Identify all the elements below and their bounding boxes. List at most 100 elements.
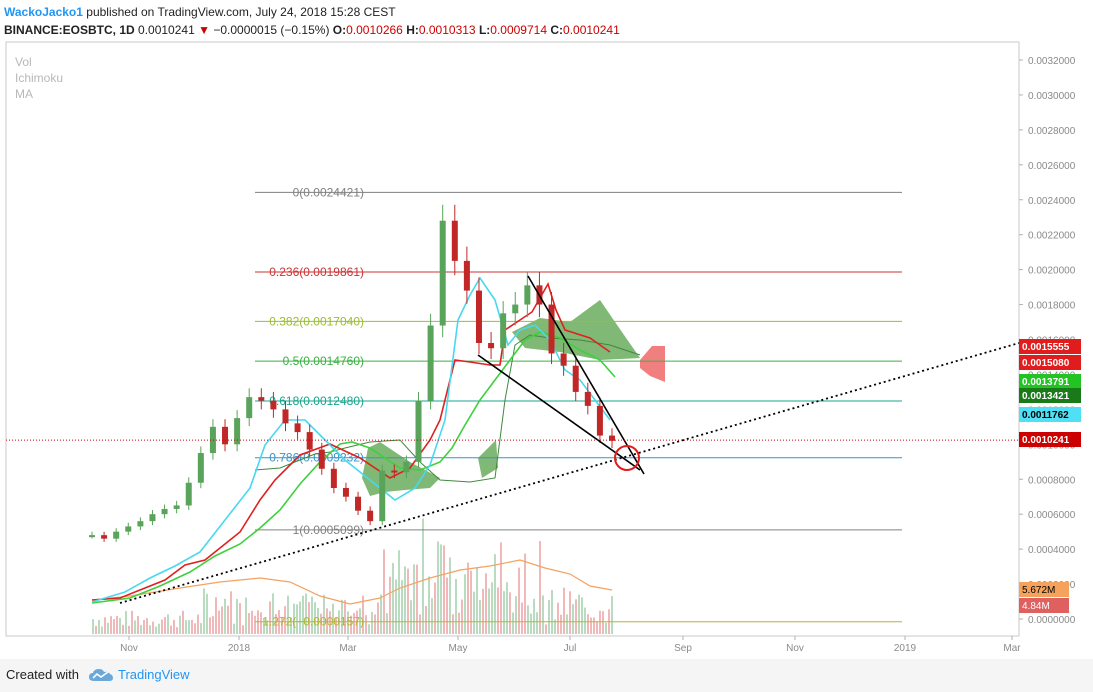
candle-body xyxy=(149,514,156,522)
high-value: 0.0010313 xyxy=(418,23,476,37)
volume-bar xyxy=(131,610,133,634)
trend-drawings[interactable] xyxy=(6,275,1020,604)
tradingview-brand-link[interactable]: TradingView xyxy=(118,667,190,682)
volume-bar xyxy=(302,595,304,634)
publisher-link[interactable]: WackoJacko1 xyxy=(4,5,83,19)
volume-bar xyxy=(215,597,217,634)
moving-average-line xyxy=(91,331,616,604)
indicator-label-0[interactable]: Vol xyxy=(15,55,32,69)
volume-bar xyxy=(518,567,520,634)
volume-bar xyxy=(149,625,151,634)
volume-bar xyxy=(365,615,367,634)
volume-bar xyxy=(401,580,403,634)
candle-body xyxy=(463,260,470,291)
volume-bar xyxy=(533,598,535,634)
candle-body xyxy=(415,400,422,462)
volume-bar xyxy=(194,623,196,634)
candle-body xyxy=(524,285,531,305)
volume-bar xyxy=(269,601,271,634)
y-tick-label: 0.0024000 xyxy=(1028,196,1076,207)
volume-badge xyxy=(1019,582,1069,597)
volume-bar xyxy=(104,617,106,634)
y-tick-label: 0.0032000 xyxy=(1028,56,1076,67)
volume-bar xyxy=(473,591,475,634)
x-tick-label: 2018 xyxy=(228,643,251,654)
indicator-label-2[interactable]: MA xyxy=(15,87,33,101)
volume-bar xyxy=(434,582,436,634)
candle-body xyxy=(342,487,349,497)
cloud-bearish xyxy=(640,346,665,382)
indicator-label-1[interactable]: Ichimoku xyxy=(15,71,63,85)
volume-bar xyxy=(284,606,286,634)
volume-bar xyxy=(500,542,502,634)
volume-bar xyxy=(584,607,586,634)
wedge-upper-line[interactable] xyxy=(527,275,645,475)
volume-bar xyxy=(305,593,307,634)
fib-level-label: 0.618(0.0012480) xyxy=(269,394,364,408)
volume-bar xyxy=(317,607,319,634)
candle-body xyxy=(512,304,519,314)
volume-bar xyxy=(119,617,121,634)
candle-body xyxy=(609,435,615,441)
fibonacci-retracement[interactable]: 0(0.0024421) 0.236(0.0019861) 0.382(0.0017… xyxy=(255,185,902,629)
volume-bar xyxy=(404,566,406,634)
volume-bar xyxy=(380,594,382,634)
candle-body xyxy=(89,535,95,538)
volume-bar xyxy=(173,619,175,634)
down-triangle-icon: ▼ xyxy=(198,23,210,37)
candle-body xyxy=(475,290,482,343)
volume-bar xyxy=(470,570,472,634)
volume-bar xyxy=(341,599,343,634)
volume-bar xyxy=(578,594,580,634)
volume-bar xyxy=(128,625,130,634)
candle-body xyxy=(173,505,180,509)
candle-body xyxy=(355,496,362,511)
volume-bar xyxy=(413,564,415,634)
price-badge xyxy=(1019,339,1081,354)
time-axis[interactable]: Nov 2018 Mar May Jul Sep Nov 2019 Mar xyxy=(120,636,1021,654)
volume-bar xyxy=(467,562,469,634)
volume-bar xyxy=(164,617,166,634)
volume-bar xyxy=(344,600,346,634)
y-tick-label: 0.0026000 xyxy=(1028,161,1076,172)
volume-bar xyxy=(407,568,409,634)
volume-bar xyxy=(398,550,400,634)
volume-bar xyxy=(419,614,421,634)
volume-bar xyxy=(410,600,412,634)
wedge-lower-line[interactable] xyxy=(477,354,641,471)
high-label: H: xyxy=(406,23,419,37)
y-tick-label: 0.0000000 xyxy=(1028,615,1076,626)
volume-bar xyxy=(536,612,538,634)
volume-bar xyxy=(425,606,427,634)
volume-badge-label: 4.84M xyxy=(1022,601,1050,612)
volume-bar xyxy=(314,602,316,634)
volume-bar xyxy=(482,588,484,634)
volume-bar xyxy=(539,541,541,634)
volume-bar xyxy=(242,625,244,634)
volume-bar xyxy=(422,518,424,634)
cloud-bullish-mid xyxy=(478,440,498,478)
breakout-circle[interactable] xyxy=(614,445,640,471)
tradingview-cloud-icon[interactable] xyxy=(88,667,114,688)
volume-bar xyxy=(542,595,544,634)
volume-bar xyxy=(551,589,553,634)
volume-bar xyxy=(383,549,385,634)
price-chart[interactable]: Vol Ichimoku MA 0(0.0024421) 0.236(0.001986… xyxy=(0,0,1093,659)
volume-bar xyxy=(92,619,94,634)
volume-bar xyxy=(503,591,505,634)
volume-bar xyxy=(530,613,532,634)
volume-bar xyxy=(581,597,583,634)
support-trendline[interactable] xyxy=(119,342,1020,604)
volume-bar xyxy=(443,545,445,634)
volume-bar xyxy=(143,619,145,634)
candle-body xyxy=(330,468,337,488)
candle-body xyxy=(197,453,204,483)
open-value: 0.0010266 xyxy=(346,23,403,37)
volume-bar xyxy=(158,623,160,634)
symbol-label[interactable]: BINANCE:EOSBTC, 1D xyxy=(4,23,135,37)
volume-bar xyxy=(557,602,559,634)
volume-bar xyxy=(200,623,202,634)
y-tick-label: 0.0004000 xyxy=(1028,545,1076,556)
candle-body xyxy=(439,220,446,326)
volume-bar xyxy=(572,604,574,634)
